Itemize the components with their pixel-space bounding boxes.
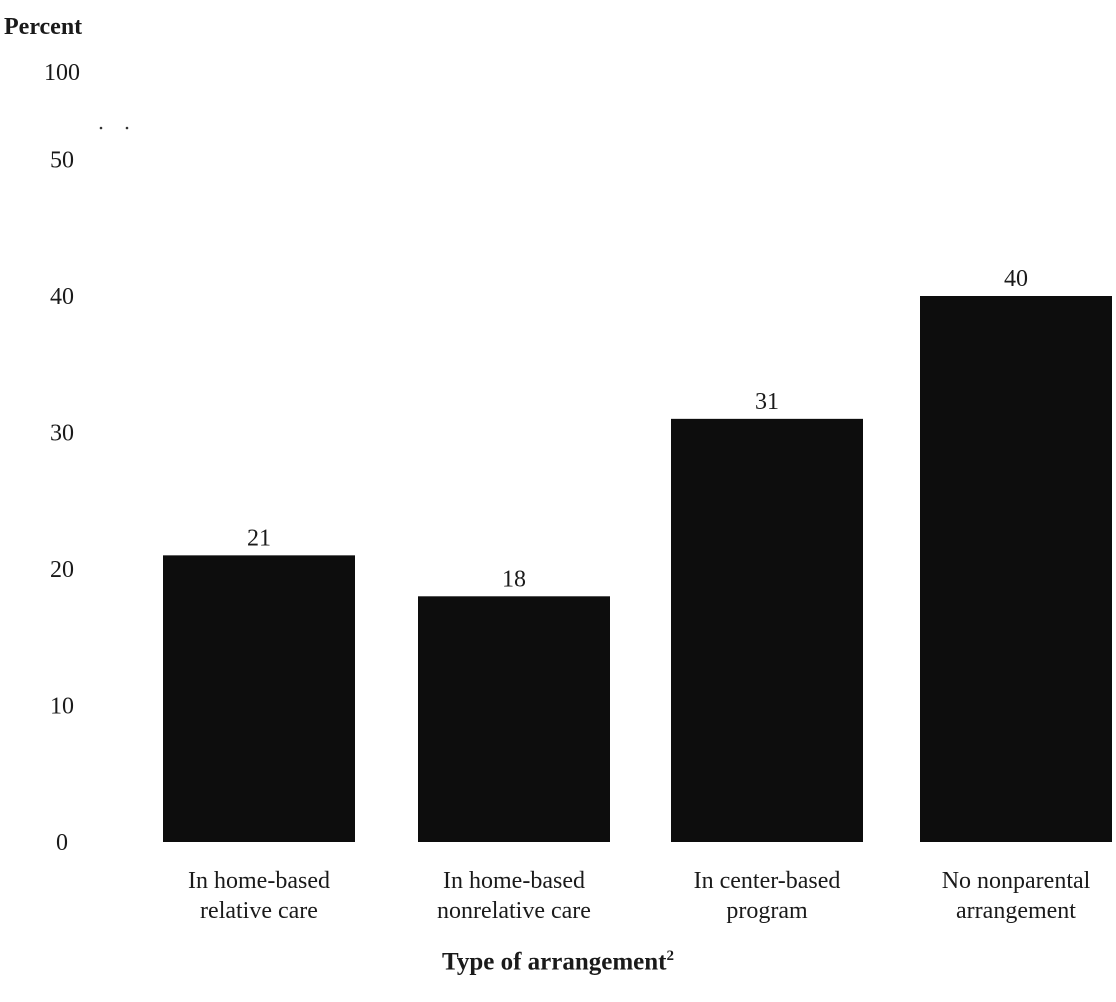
x-tick-label: arrangement <box>956 898 1076 924</box>
y-tick-label: 100 <box>44 60 80 86</box>
y-axis-title: Percent <box>4 14 83 40</box>
x-tick-label: In center-based <box>694 868 841 894</box>
x-axis-title-text: Type of arrangement <box>442 948 667 976</box>
x-tick-label: No nonparental <box>942 868 1091 894</box>
y-tick-label: 30 <box>50 421 74 447</box>
y-tick-label: 0 <box>56 830 68 856</box>
axis-break-mark <box>125 126 129 130</box>
x-tick-label: In home-based <box>443 868 585 894</box>
bar-value-label: 40 <box>1004 266 1028 292</box>
x-tick-label: relative care <box>200 898 318 924</box>
x-tick-label: program <box>726 898 808 924</box>
y-tick-label: 50 <box>50 148 74 174</box>
bar-value-label: 18 <box>502 566 526 592</box>
bar-value-label: 21 <box>247 525 271 551</box>
x-axis-title: Type of arrangement2 <box>0 948 1116 976</box>
bar <box>418 596 610 842</box>
bar-value-label: 31 <box>755 389 779 415</box>
bar <box>920 296 1112 842</box>
x-tick-label: In home-based <box>188 868 330 894</box>
bar <box>671 418 863 842</box>
y-tick-label: 20 <box>50 557 74 583</box>
y-tick-label: 10 <box>50 694 74 720</box>
axis-break-mark <box>99 126 103 130</box>
y-tick-label: 40 <box>50 284 74 310</box>
bar <box>163 555 355 842</box>
x-tick-label: nonrelative care <box>437 898 591 924</box>
x-axis-title-footnote: 2 <box>666 948 675 964</box>
